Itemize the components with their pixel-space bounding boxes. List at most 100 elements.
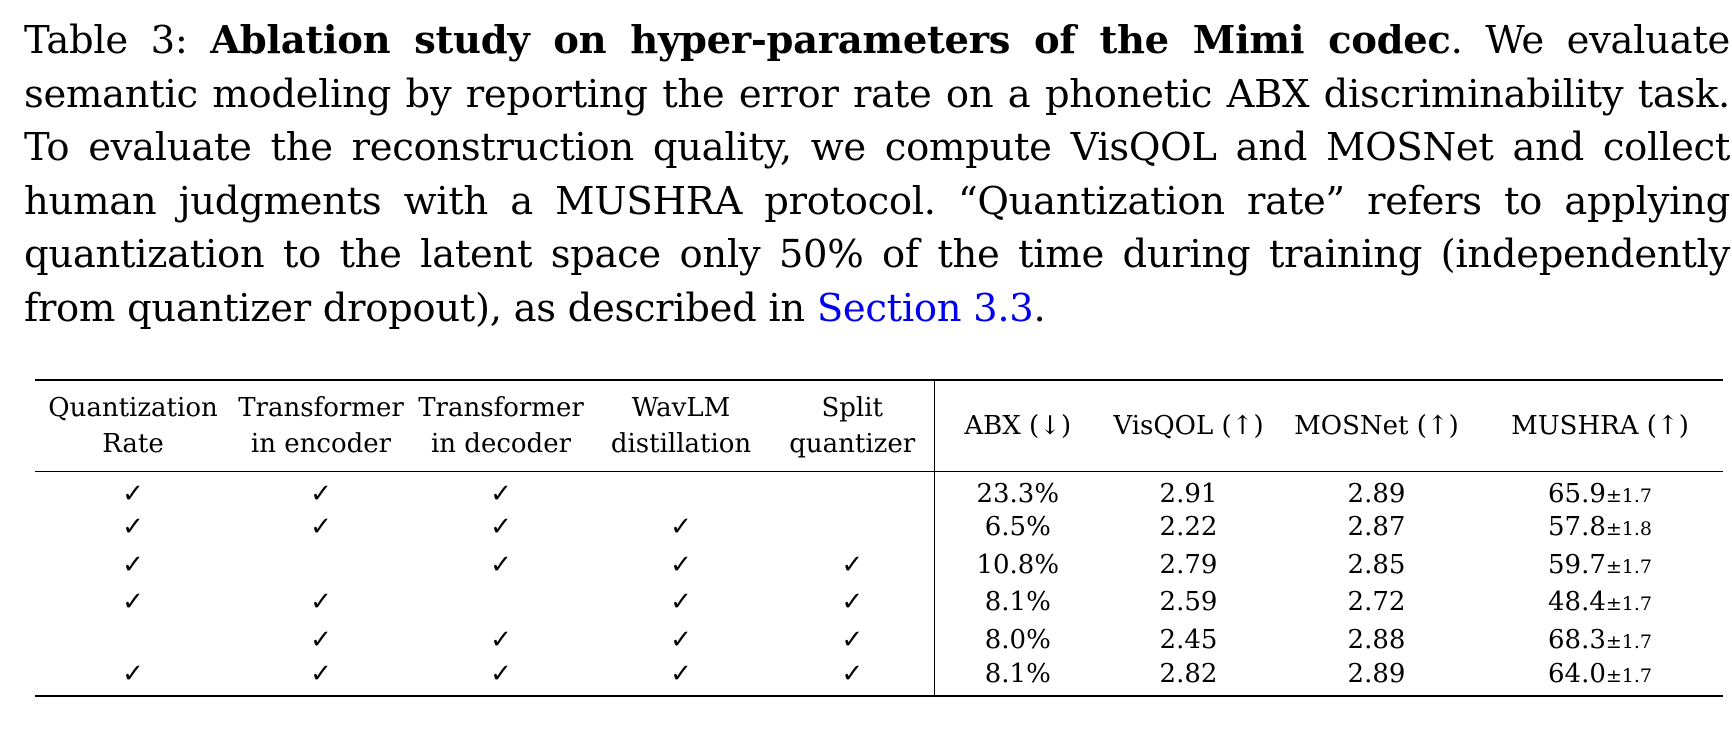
cell-visqol: 2.91 [1159, 478, 1218, 509]
checkmark-icon: ✓ [670, 549, 692, 580]
cell-quantization-rate: ✓ [35, 546, 231, 584]
header-wavlm-distillation: WavLM distillation [591, 380, 771, 472]
table-row: ✓ ✓ ✓ ✓ 8.1% 2.59 2.72 48.4±1.7 [35, 583, 1723, 622]
checkmark-icon: ✓ [310, 658, 332, 689]
cell-mushra: 59.7±1.7 [1477, 546, 1723, 584]
cell-quantization-rate: ✓ [35, 509, 231, 547]
cell-transformer-encoder: ✓ [231, 584, 411, 622]
cell-abx: 10.8% [976, 549, 1060, 580]
cell-transformer-decoder: ✓ [411, 659, 591, 697]
caption-label: Table 3: [24, 18, 211, 63]
caption-title: Ablation study on hyper-parameters of th… [210, 18, 1451, 63]
table-body: ✓ ✓ ✓ 23.3% 2.91 2.89 65.9±1.7 ✓ ✓ ✓ ✓ 6.5% 2.22 2.87… [35, 471, 1723, 696]
cell-mosnet: 2.88 [1347, 624, 1406, 655]
header-row: Quantization Rate Transformer in encoder T… [35, 380, 1723, 472]
mushra-ci: ±1.7 [1605, 484, 1653, 507]
cell-transformer-decoder: ✓ [411, 546, 591, 584]
ablation-table-container: Quantization Rate Transformer in encoder T… [35, 379, 1723, 697]
cell-mosnet: 2.87 [1347, 512, 1406, 543]
mushra-ci: ±1.7 [1605, 555, 1653, 578]
cell-quantization-rate: ✓ [35, 659, 231, 697]
checkmark-icon: ✓ [122, 478, 144, 509]
mushra-value: 48.4 [1547, 587, 1606, 618]
caption-body: . We evaluate semantic modeling by repor… [24, 18, 1730, 331]
checkmark-icon: ✓ [310, 624, 332, 655]
cell-abx: 8.0% [984, 624, 1051, 655]
cell-split-quantizer: ✓ [771, 583, 935, 621]
cell-transformer-decoder: ✓ [411, 509, 591, 547]
cell-transformer-encoder: ✓ [231, 509, 411, 547]
checkmark-icon: ✓ [841, 658, 864, 689]
cell-mosnet: 2.89 [1347, 478, 1406, 509]
ablation-table: Quantization Rate Transformer in encoder T… [35, 379, 1723, 697]
checkmark-icon: ✓ [841, 549, 864, 580]
cell-visqol: 2.79 [1159, 549, 1218, 580]
cell-abx: 8.1% [984, 658, 1051, 689]
table-row: ✓ ✓ ✓ ✓ 6.5% 2.22 2.87 57.8±1.8 [35, 508, 1723, 547]
cell-quantization-rate [35, 621, 231, 659]
cell-wavlm-distillation: ✓ [591, 584, 771, 622]
cell-abx: 23.3% [976, 478, 1060, 509]
table-row: ✓ ✓ ✓ ✓ 10.8% 2.79 2.85 59.7±1.7 [35, 546, 1723, 584]
header-split-quantizer: Split quantizer [771, 380, 935, 472]
cell-mushra: 48.4±1.7 [1477, 584, 1723, 622]
cell-mosnet: 2.89 [1347, 658, 1406, 689]
checkmark-icon: ✓ [122, 512, 144, 543]
checkmark-icon: ✓ [310, 587, 332, 618]
checkmark-icon: ✓ [122, 587, 144, 618]
mushra-ci: ±1.7 [1605, 593, 1653, 616]
cell-split-quantizer: ✓ [771, 621, 935, 659]
header-quantization-rate: Quantization Rate [35, 380, 231, 472]
cell-split-quantizer [771, 471, 935, 509]
header-transformer-decoder: Transformer in decoder [411, 380, 591, 472]
checkmark-icon: ✓ [122, 658, 144, 689]
cell-transformer-encoder: ✓ [231, 621, 411, 659]
cell-transformer-encoder: ✓ [231, 471, 411, 509]
cell-wavlm-distillation: ✓ [591, 509, 771, 547]
cell-quantization-rate: ✓ [35, 584, 231, 622]
cell-split-quantizer [771, 508, 935, 546]
header-mushra: MUSHRA (↑) [1477, 380, 1723, 472]
checkmark-icon: ✓ [490, 658, 512, 689]
cell-wavlm-distillation [591, 471, 771, 509]
cell-wavlm-distillation: ✓ [591, 659, 771, 697]
cell-visqol: 2.22 [1159, 512, 1218, 543]
cell-transformer-decoder [411, 584, 591, 622]
cell-wavlm-distillation: ✓ [591, 621, 771, 659]
mushra-ci: ±1.7 [1605, 630, 1653, 653]
table-row: ✓ ✓ ✓ ✓ 8.0% 2.45 2.88 68.3±1.7 [35, 621, 1723, 659]
checkmark-icon: ✓ [490, 478, 512, 509]
checkmark-icon: ✓ [841, 587, 864, 618]
cell-quantization-rate: ✓ [35, 471, 231, 509]
cell-transformer-encoder: ✓ [231, 659, 411, 697]
cell-split-quantizer: ✓ [771, 546, 935, 584]
header-abx: ABX (↓) [934, 380, 1101, 472]
cell-mosnet: 2.72 [1347, 587, 1406, 618]
checkmark-icon: ✓ [490, 512, 512, 543]
table-row: ✓ ✓ ✓ 23.3% 2.91 2.89 65.9±1.7 [35, 471, 1723, 509]
mushra-value: 65.9 [1547, 478, 1606, 509]
cell-visqol: 2.82 [1159, 658, 1218, 689]
table-header: Quantization Rate Transformer in encoder T… [35, 380, 1723, 472]
checkmark-icon: ✓ [670, 512, 692, 543]
cell-mushra: 64.0±1.7 [1477, 659, 1723, 697]
mushra-value: 59.7 [1547, 549, 1606, 580]
cell-mushra: 68.3±1.7 [1477, 621, 1723, 659]
checkmark-icon: ✓ [490, 624, 512, 655]
cell-mosnet: 2.85 [1347, 549, 1406, 580]
checkmark-icon: ✓ [670, 587, 692, 618]
cell-split-quantizer: ✓ [771, 658, 935, 696]
section-link[interactable]: Section 3.3 [816, 285, 1034, 331]
mushra-value: 64.0 [1547, 658, 1606, 689]
header-visqol: VisQOL (↑) [1101, 380, 1276, 472]
table-caption: Table 3: Ablation study on hyper-paramet… [24, 14, 1730, 335]
header-transformer-encoder: Transformer in encoder [231, 380, 411, 472]
caption-end: . [1033, 285, 1046, 331]
cell-abx: 8.1% [984, 587, 1051, 618]
checkmark-icon: ✓ [670, 624, 692, 655]
cell-transformer-decoder: ✓ [411, 471, 591, 509]
cell-mushra: 57.8±1.8 [1477, 509, 1723, 547]
table-row: ✓ ✓ ✓ ✓ ✓ 8.1% 2.82 2.89 64.0±1.7 [35, 658, 1723, 697]
cell-mushra: 65.9±1.7 [1477, 471, 1723, 509]
checkmark-icon: ✓ [841, 624, 864, 655]
